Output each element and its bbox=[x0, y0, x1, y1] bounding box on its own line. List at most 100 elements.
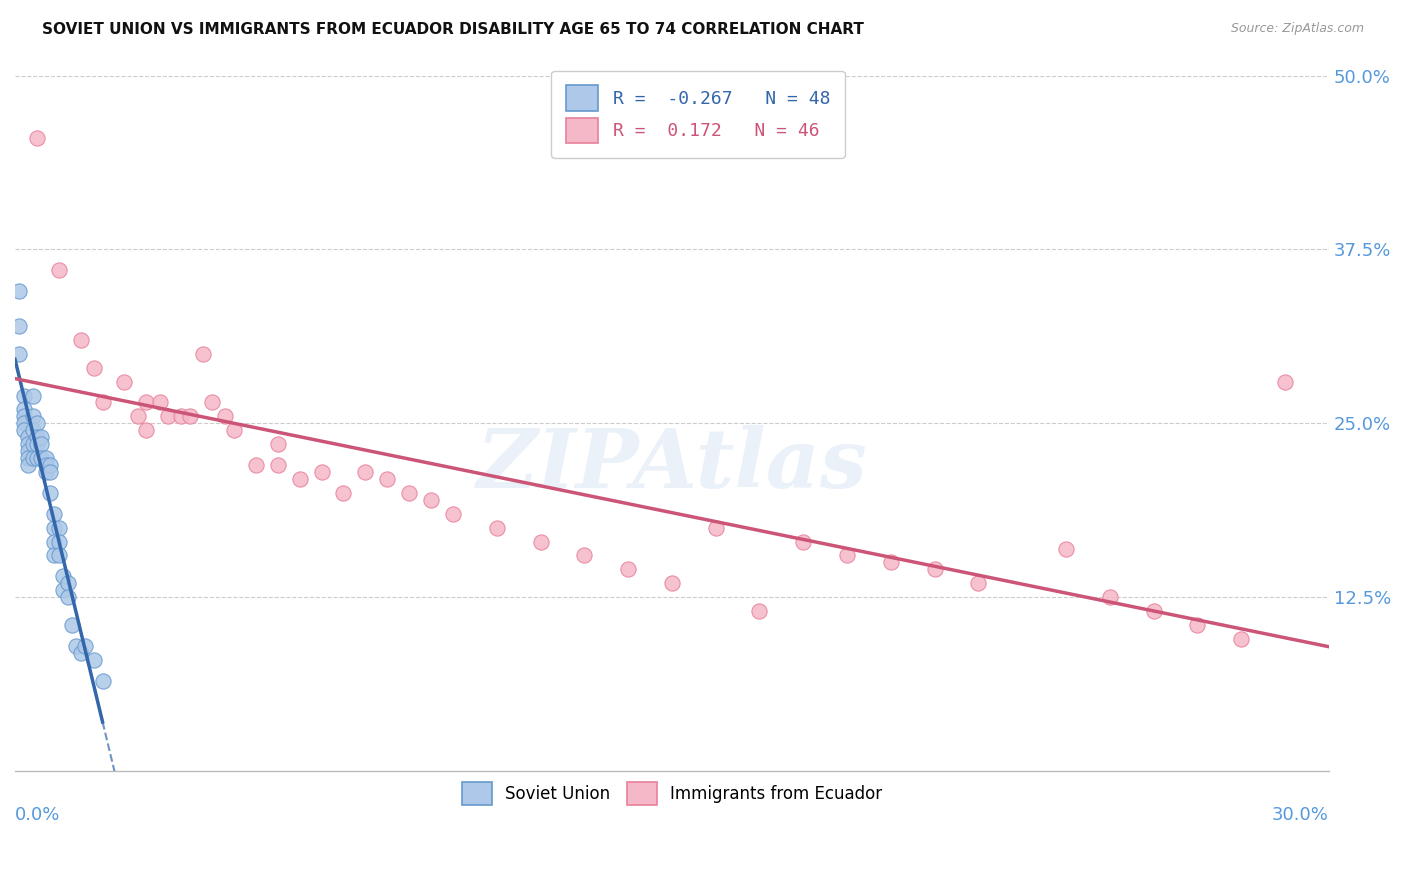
Point bbox=[1187, 618, 1209, 632]
Point bbox=[179, 409, 201, 424]
Point bbox=[56, 576, 79, 591]
Point bbox=[30, 437, 52, 451]
Point bbox=[48, 521, 70, 535]
Point bbox=[1274, 375, 1296, 389]
Point bbox=[17, 458, 39, 472]
Point bbox=[91, 673, 114, 688]
Point bbox=[1230, 632, 1253, 646]
Point bbox=[704, 521, 727, 535]
Point bbox=[21, 423, 44, 437]
Point bbox=[30, 430, 52, 444]
Point bbox=[332, 486, 354, 500]
Point bbox=[44, 534, 66, 549]
Point bbox=[835, 549, 858, 563]
Point bbox=[222, 423, 245, 437]
Point bbox=[75, 639, 97, 653]
Point bbox=[69, 646, 91, 660]
Legend: Soviet Union, Immigrants from Ecuador: Soviet Union, Immigrants from Ecuador bbox=[449, 768, 896, 819]
Point bbox=[17, 451, 39, 466]
Point bbox=[44, 507, 66, 521]
Point bbox=[48, 263, 70, 277]
Point bbox=[17, 437, 39, 451]
Text: 30.0%: 30.0% bbox=[1272, 805, 1329, 824]
Point bbox=[354, 465, 377, 479]
Point bbox=[792, 534, 814, 549]
Point bbox=[748, 604, 770, 618]
Point bbox=[420, 492, 443, 507]
Point bbox=[288, 472, 311, 486]
Point bbox=[193, 347, 215, 361]
Point bbox=[13, 409, 35, 424]
Point bbox=[30, 451, 52, 466]
Point bbox=[39, 486, 62, 500]
Point bbox=[34, 451, 56, 466]
Point bbox=[127, 409, 149, 424]
Point bbox=[25, 437, 48, 451]
Point bbox=[83, 360, 105, 375]
Point bbox=[8, 284, 31, 298]
Point bbox=[13, 423, 35, 437]
Point bbox=[13, 417, 35, 431]
Point bbox=[25, 451, 48, 466]
Point bbox=[1098, 591, 1121, 605]
Text: SOVIET UNION VS IMMIGRANTS FROM ECUADOR DISABILITY AGE 65 TO 74 CORRELATION CHAR: SOVIET UNION VS IMMIGRANTS FROM ECUADOR … bbox=[42, 22, 865, 37]
Point bbox=[311, 465, 333, 479]
Point bbox=[17, 430, 39, 444]
Text: Source: ZipAtlas.com: Source: ZipAtlas.com bbox=[1230, 22, 1364, 36]
Text: 0.0%: 0.0% bbox=[15, 805, 60, 824]
Point bbox=[39, 458, 62, 472]
Point bbox=[21, 437, 44, 451]
Point bbox=[485, 521, 508, 535]
Point bbox=[25, 131, 48, 145]
Point bbox=[52, 569, 75, 583]
Point bbox=[1054, 541, 1077, 556]
Point bbox=[34, 458, 56, 472]
Point bbox=[21, 388, 44, 402]
Point bbox=[56, 591, 79, 605]
Point bbox=[661, 576, 683, 591]
Point bbox=[267, 458, 290, 472]
Point bbox=[924, 562, 946, 576]
Point bbox=[44, 521, 66, 535]
Point bbox=[214, 409, 236, 424]
Point bbox=[25, 417, 48, 431]
Point bbox=[13, 388, 35, 402]
Point bbox=[157, 409, 180, 424]
Point bbox=[48, 534, 70, 549]
Point bbox=[170, 409, 193, 424]
Point bbox=[1142, 604, 1164, 618]
Text: ZIPAtlas: ZIPAtlas bbox=[477, 425, 868, 505]
Point bbox=[967, 576, 990, 591]
Point bbox=[21, 409, 44, 424]
Point bbox=[52, 583, 75, 598]
Point bbox=[44, 549, 66, 563]
Point bbox=[398, 486, 420, 500]
Point bbox=[135, 395, 157, 409]
Point bbox=[574, 549, 596, 563]
Point bbox=[8, 318, 31, 333]
Point bbox=[529, 534, 551, 549]
Point bbox=[617, 562, 640, 576]
Point bbox=[245, 458, 267, 472]
Point bbox=[34, 465, 56, 479]
Point bbox=[91, 395, 114, 409]
Point bbox=[267, 437, 290, 451]
Point bbox=[135, 423, 157, 437]
Point bbox=[69, 333, 91, 347]
Point bbox=[441, 507, 464, 521]
Point bbox=[39, 465, 62, 479]
Point bbox=[17, 444, 39, 458]
Point bbox=[114, 375, 136, 389]
Point bbox=[83, 653, 105, 667]
Point bbox=[8, 347, 31, 361]
Point bbox=[25, 430, 48, 444]
Point bbox=[375, 472, 398, 486]
Point bbox=[13, 402, 35, 417]
Point bbox=[48, 549, 70, 563]
Point bbox=[880, 556, 903, 570]
Point bbox=[148, 395, 170, 409]
Point bbox=[21, 451, 44, 466]
Point bbox=[201, 395, 224, 409]
Point bbox=[65, 639, 87, 653]
Point bbox=[60, 618, 83, 632]
